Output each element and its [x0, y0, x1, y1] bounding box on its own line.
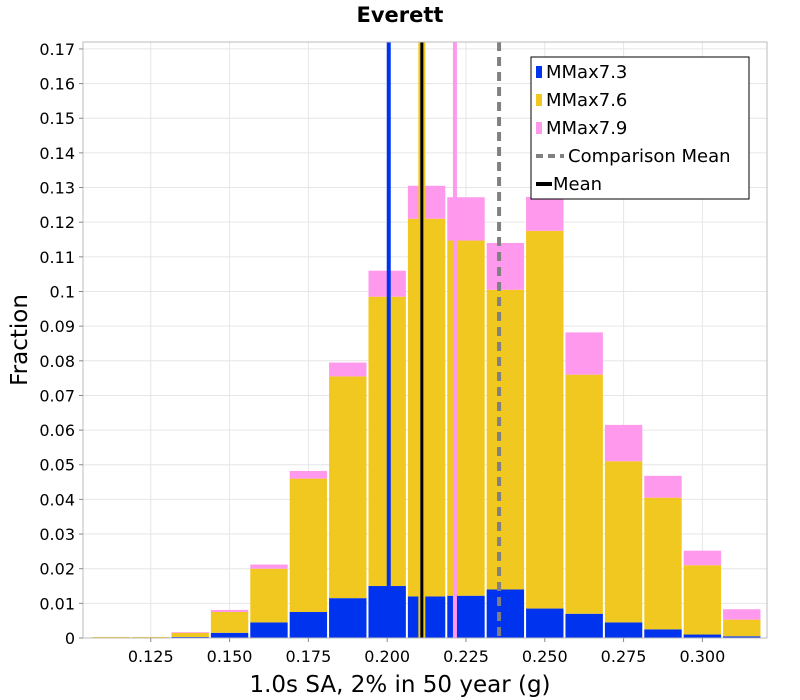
bar-mmax7-6-15: [683, 565, 722, 635]
bar-mmax7-6-11: [526, 230, 564, 609]
x-tick-label-6: 0.275: [601, 647, 647, 666]
legend-swatch-mmax7-3: [536, 66, 542, 78]
bar-mmax7-9-6: [329, 362, 367, 377]
bar-mmax7-3-8: [407, 596, 446, 638]
legend-label-mmax7-6: MMax7.6: [546, 90, 627, 111]
y-tick-label-16: 0.16: [39, 75, 75, 94]
bar-mmax7-9-3: [210, 609, 249, 613]
bar-mmax7-6-13: [604, 461, 643, 623]
x-tick-label-7: 0.300: [679, 647, 725, 666]
bar-mmax7-6-0: [92, 636, 131, 638]
bar-mmax7-6-9: [447, 240, 485, 596]
bar-mmax7-6-12: [565, 374, 603, 614]
y-tick-label-11: 0.11: [39, 248, 75, 267]
bar-mmax7-3-15: [683, 634, 722, 638]
bar-mmax7-6-8: [407, 218, 446, 597]
y-tick-label-14: 0.14: [39, 144, 75, 163]
bar-mmax7-9-13: [604, 424, 643, 462]
bar-mmax7-9-2: [171, 632, 209, 633]
plot-border: [82, 41, 768, 639]
bar-mmax7-3-13: [604, 622, 643, 638]
bar-mmax7-9-8: [407, 185, 446, 219]
bar-mmax7-3-10: [486, 589, 525, 638]
bar-mmax7-9-14: [644, 475, 682, 498]
legend-label-mean: Mean: [553, 174, 602, 195]
y-tick-label-12: 0.12: [39, 213, 75, 232]
x-tick-label-2: 0.175: [285, 647, 331, 666]
bar-mmax7-6-3: [210, 612, 249, 633]
bars: [92, 185, 761, 638]
x-tick-label-3: 0.200: [364, 647, 410, 666]
y-tick-label-2: 0.02: [39, 560, 75, 579]
x-axis-ticks: 0.125 0.150 0.175 0.200 0.225 0.250 0.275 0.300: [128, 638, 725, 666]
y-tick-label-6: 0.06: [39, 421, 75, 440]
y-tick-label-8: 0.08: [39, 352, 75, 371]
y-tick-label-10: 0.1: [50, 282, 75, 301]
bar-mmax7-9-4: [250, 564, 288, 569]
y-tick-label-0: 0: [65, 629, 75, 648]
y-tick-label-13: 0.13: [39, 179, 75, 198]
bar-mmax7-3-2: [171, 636, 209, 638]
legend-swatch-mmax7-6: [536, 94, 542, 106]
legend-box: [530, 56, 750, 200]
bar-mmax7-3-12: [565, 613, 603, 638]
bar-mmax7-6-6: [329, 376, 367, 599]
bar-mmax7-3-3: [210, 632, 249, 638]
chart-title: Everett: [357, 3, 444, 27]
x-tick-label-0: 0.125: [128, 647, 174, 666]
y-tick-label-3: 0.03: [39, 525, 75, 544]
legend-label-comparison-mean: Comparison Mean: [568, 146, 731, 167]
bar-mmax7-3-9: [447, 595, 485, 638]
y-tick-label-7: 0.07: [39, 386, 75, 405]
bar-mmax7-3-5: [289, 612, 328, 638]
bar-mmax7-6-4: [250, 568, 288, 623]
bar-mmax7-6-2: [171, 632, 209, 637]
y-tick-label-5: 0.05: [39, 456, 75, 475]
bar-mmax7-9-15: [683, 550, 722, 566]
legend-label-mmax7-9: MMax7.9: [546, 118, 627, 139]
legend: MMax7.3 MMax7.6 MMax7.9 Comparison Mean Mean: [530, 56, 750, 200]
y-tick-label-9: 0.09: [39, 317, 75, 336]
bar-mmax7-9-12: [565, 332, 603, 375]
x-axis-label: 1.0s SA, 2% in 50 year (g): [249, 672, 550, 698]
y-axis-ticks: 0 0.01 0.02 0.03 0.04 0.05 0.06 0.07 0.08 0.09 0.1…: [39, 40, 83, 648]
vertical-lines: [386, 42, 502, 638]
y-axis-label: Fraction: [7, 294, 33, 386]
legend-swatch-mmax7-9: [536, 122, 542, 134]
x-tick-label-5: 0.250: [522, 647, 568, 666]
bar-mmax7-9-11: [526, 196, 564, 231]
legend-label-mmax7-3: MMax7.3: [546, 62, 627, 83]
bar-mmax7-9-16: [723, 609, 761, 620]
bar-mmax7-3-11: [526, 608, 564, 638]
bar-mmax7-9-9: [447, 197, 485, 241]
y-tick-label-17: 0.17: [39, 40, 75, 59]
bar-mmax7-3-6: [329, 598, 367, 638]
bar-mmax7-6-5: [289, 478, 328, 613]
bar-mmax7-6-10: [486, 289, 525, 590]
bar-mmax7-9-5: [289, 470, 328, 479]
x-tick-label-1: 0.150: [207, 647, 253, 666]
bar-mmax7-6-16: [723, 619, 761, 637]
bar-mmax7-6-14: [644, 497, 682, 630]
bar-mmax7-6-1: [132, 636, 170, 638]
axes: [82, 41, 768, 639]
bar-mmax7-3-16: [723, 636, 761, 638]
bar-mmax7-9-10: [486, 242, 525, 290]
x-tick-label-4: 0.225: [443, 647, 489, 666]
y-tick-label-1: 0.01: [39, 594, 75, 613]
y-tick-label-15: 0.15: [39, 109, 75, 128]
y-tick-label-4: 0.04: [39, 490, 75, 509]
bar-mmax7-3-4: [250, 622, 288, 638]
bar-mmax7-3-14: [644, 629, 682, 638]
